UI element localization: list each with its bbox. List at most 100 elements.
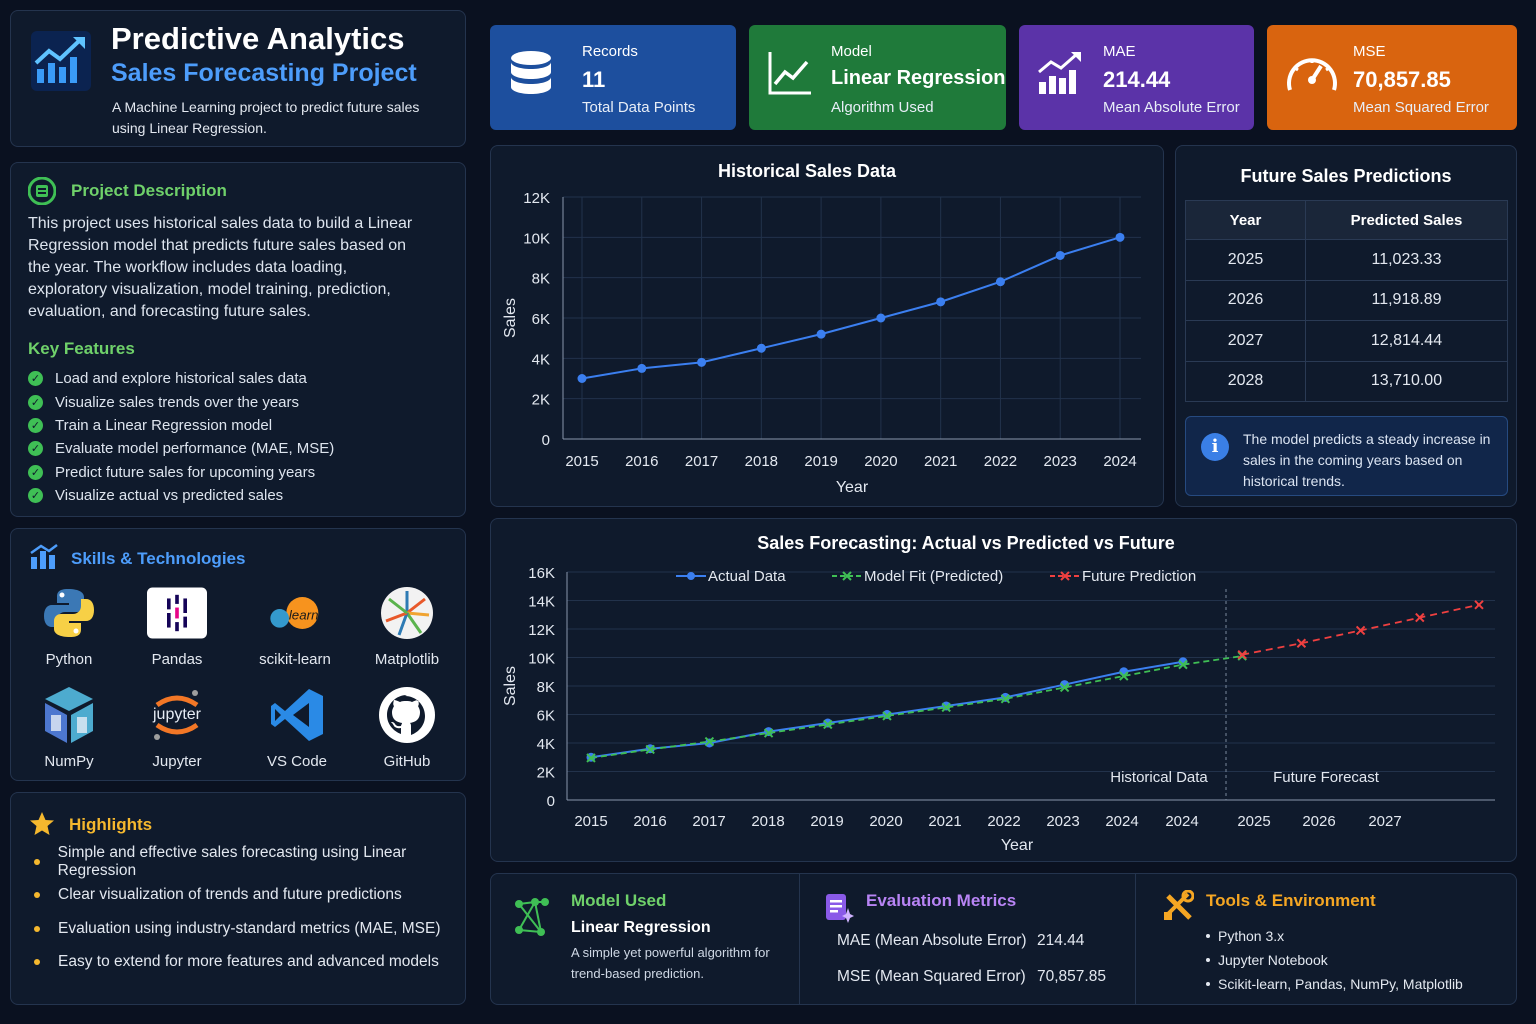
skills-title: Skills & Technologies [71, 549, 246, 568]
annotation-forecast: Future Forecast [1273, 769, 1380, 786]
x-tick-label: 2021 [928, 813, 961, 830]
data-point [882, 711, 892, 721]
table-row: 2027 12,814.44 [1185, 320, 1508, 362]
data-point [704, 738, 714, 748]
data-point [764, 727, 774, 737]
vscode-icon [267, 685, 327, 745]
evaluation-metrics-section: Evaluation Metrics MAE (Mean Absolute Er… [800, 874, 1135, 1004]
x-tick-label: 2023 [1044, 453, 1077, 470]
summary-panel: Model Used Linear Regression A simple ye… [490, 873, 1517, 1005]
data-point [1119, 671, 1129, 681]
data-point [697, 357, 707, 367]
tools-list: Python 3.x Jupyter Notebook Scikit-learn… [1206, 924, 1463, 996]
feature-item: ✓ Visualize actual vs predicted sales [28, 484, 334, 507]
data-point [763, 728, 774, 738]
table-header-year: Year [1185, 200, 1306, 240]
model-used-section: Model Used Linear Regression A simple ye… [491, 874, 799, 1004]
x-tick-label: 2017 [685, 453, 718, 470]
database-icon [508, 50, 564, 106]
matplotlib-icon [377, 583, 437, 643]
y-axis-label: Sales [502, 298, 519, 338]
card-sub: Mean Absolute Error [1103, 99, 1240, 116]
x-axis-label: Year [1001, 837, 1034, 854]
header-panel: Predictive Analytics Sales Forecasting P… [10, 10, 466, 147]
skill-label: Matplotlib [374, 651, 440, 668]
x-tick-label: 2024 [1105, 813, 1138, 830]
x-tick-label: 2020 [864, 453, 897, 470]
skill-numpy: NumPy [19, 685, 119, 770]
x-tick-label: 2019 [810, 813, 843, 830]
skill-jupyter: jupyter Jupyter [127, 685, 227, 770]
x-tick-label: 2019 [804, 453, 837, 470]
numpy-icon [39, 685, 99, 745]
y-axis-label: Sales [502, 666, 519, 706]
document-icon [27, 176, 57, 210]
tools-icon [1162, 889, 1195, 927]
skill-label: Jupyter [152, 753, 202, 770]
legend-label: Model Fit (Predicted) [864, 568, 1003, 585]
y-tick-label: 6K [537, 708, 555, 725]
skill-label: scikit-learn [259, 651, 331, 668]
card-model: Model Linear Regression Algorithm Used [749, 25, 1006, 130]
y-tick-label: 6K [532, 311, 550, 328]
data-point [1115, 232, 1125, 242]
data-point [936, 297, 946, 307]
highlight-item: Evaluation using industry-standard metri… [31, 912, 465, 946]
forecast-chart: 0 2K 4K 6K 8K 10K 12K 14K 16K 2015 2016 2017 2018 201… [502, 565, 1495, 854]
x-tick-label: 2015 [574, 813, 607, 830]
skill-python: Python [19, 583, 119, 668]
gauge-icon [1285, 50, 1341, 106]
data-point [995, 277, 1005, 287]
card-value: 70,857.85 [1353, 67, 1451, 92]
series-line [581, 236, 1121, 380]
skill-label: VS Code [266, 753, 328, 770]
github-icon [377, 685, 437, 745]
card-label: Model [831, 43, 872, 60]
prediction-info-box: i The model predicts a steady increase i… [1185, 416, 1508, 496]
data-point [876, 313, 886, 323]
svg-text:jupyter: jupyter [152, 706, 202, 723]
table-header-predicted: Predicted Sales [1305, 200, 1508, 240]
card-label: Records [582, 43, 638, 60]
table-row: 2026 11,918.89 [1185, 279, 1508, 321]
x-tick-label: 2016 [633, 813, 666, 830]
check-icon: ✓ [28, 417, 43, 433]
data-point [1059, 682, 1070, 693]
evaluation-metrics-title: Evaluation Metrics [866, 891, 1017, 910]
data-point [1055, 250, 1065, 260]
data-point [1415, 612, 1425, 623]
bar-chart-icon [29, 543, 59, 576]
card-sub: Algorithm Used [831, 99, 934, 116]
star-icon [29, 811, 55, 842]
y-tick-label: 8K [537, 679, 555, 696]
project-description-title: Project Description [71, 181, 227, 200]
key-features-list: ✓ Load and explore historical sales data … [28, 367, 334, 507]
skills-panel: Skills & Technologies Python [10, 528, 466, 781]
y-tick-label: 4K [537, 736, 555, 753]
y-tick-label: 4K [532, 351, 550, 368]
data-point [704, 736, 715, 747]
data-point [637, 363, 647, 373]
y-tick-label: 2K [532, 392, 550, 409]
feature-item: ✓ Load and explore historical sales data [28, 367, 334, 390]
line-chart-icon [767, 50, 823, 106]
growth-bars-icon [1037, 50, 1093, 106]
data-point [1237, 649, 1247, 660]
data-point [941, 701, 951, 711]
data-point [1296, 638, 1307, 648]
x-tick-label: 2024 [1165, 813, 1198, 830]
x-tick-label: 2021 [924, 453, 957, 470]
x-tick-label: 2018 [745, 453, 778, 470]
legend-marker [687, 572, 695, 580]
data-point [882, 710, 892, 719]
jupyter-icon: jupyter [147, 685, 207, 745]
x-tick-label: 2017 [692, 813, 725, 830]
check-icon: ✓ [28, 464, 43, 480]
check-icon: ✓ [28, 371, 43, 387]
key-features-title: Key Features [28, 339, 135, 358]
data-point [756, 343, 766, 353]
skill-github: GitHub [357, 685, 457, 770]
prediction-info-text: The model predicts a steady increase in … [1243, 431, 1491, 489]
tool-item: Python 3.x [1206, 924, 1463, 948]
model-used-desc: A simple yet powerful algorithm for tren… [571, 945, 770, 981]
